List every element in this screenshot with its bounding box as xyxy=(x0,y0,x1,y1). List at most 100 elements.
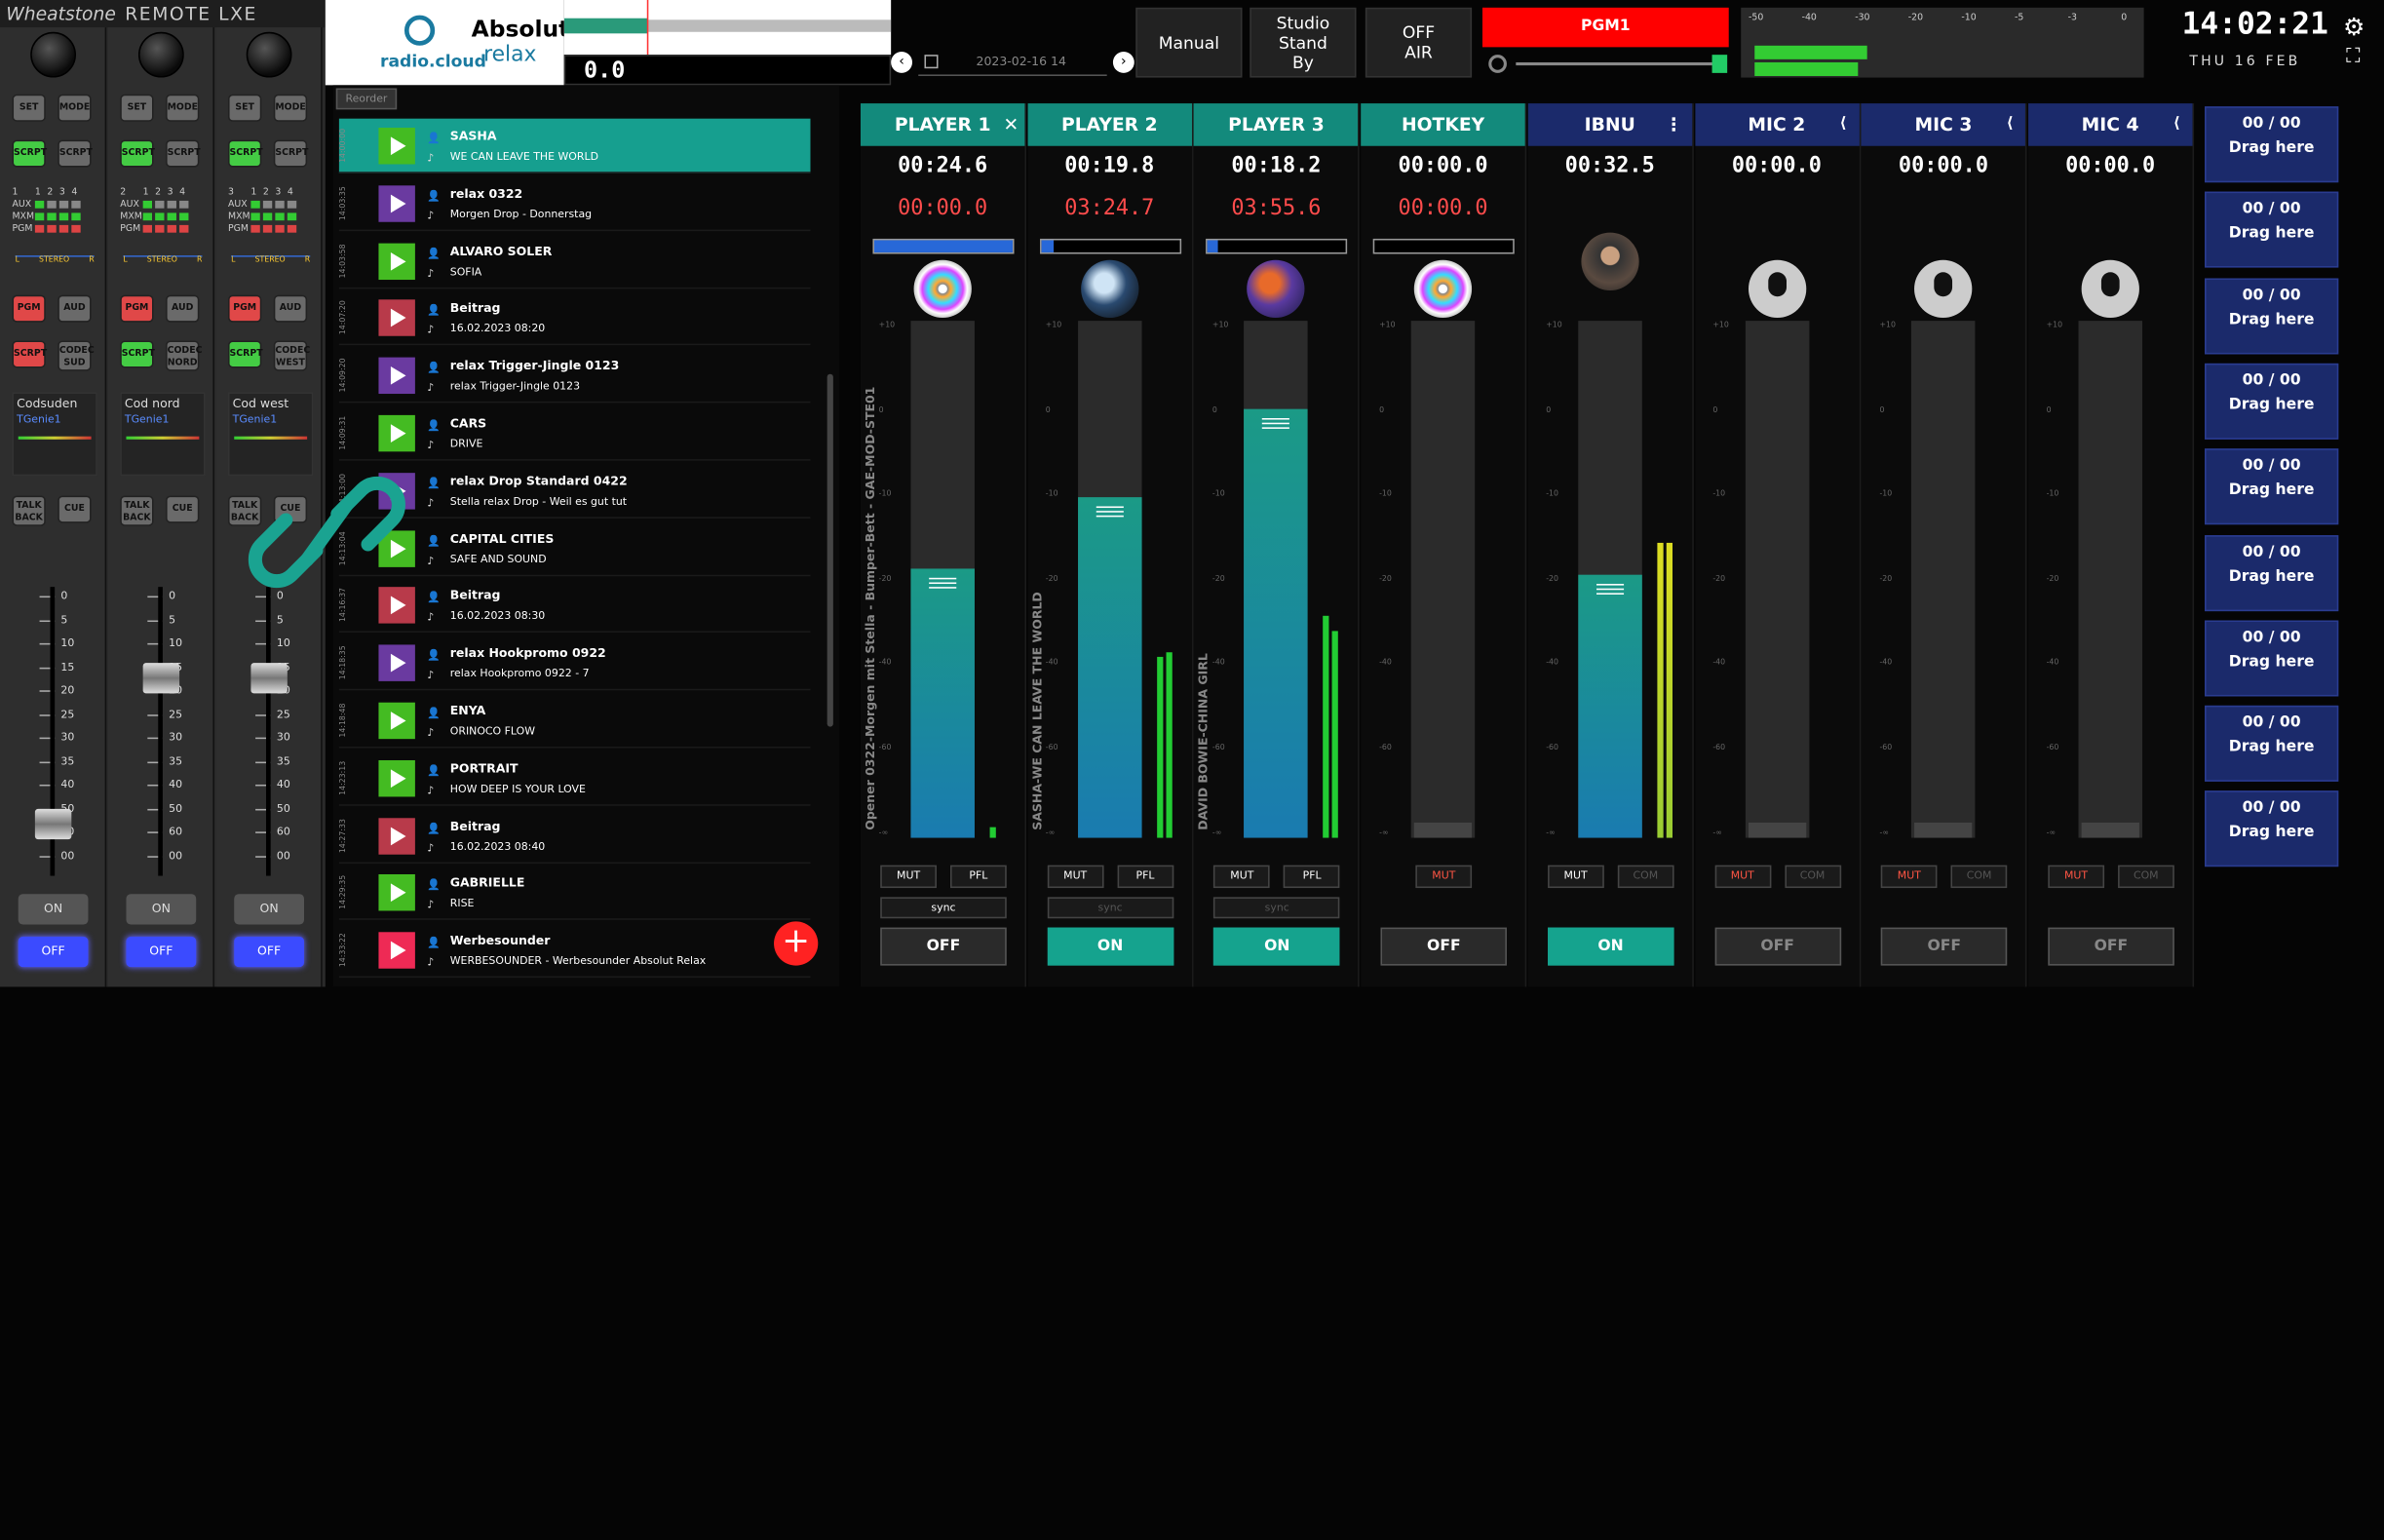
off-button[interactable]: OFF xyxy=(18,936,89,968)
on-off-button[interactable]: OFF xyxy=(2048,927,2174,966)
codec-button[interactable]: CODEC WEST xyxy=(273,340,310,371)
route-toggle[interactable] xyxy=(142,212,152,220)
playlist-item[interactable]: 14:23:13 👤 ♪ PORTRAIT HOW DEEP IS YOUR LOVE xyxy=(338,751,811,806)
player-header[interactable]: HOTKEY xyxy=(1361,103,1525,146)
playlist-scrollbar[interactable] xyxy=(827,373,833,727)
source-display[interactable]: Codsuden TGenie1 xyxy=(12,392,97,477)
route-toggle[interactable] xyxy=(179,200,189,208)
mute-button[interactable]: MUT xyxy=(1881,865,1938,889)
player-header[interactable]: PLAYER 1 ✕ xyxy=(860,103,1025,146)
off-button[interactable]: OFF xyxy=(234,936,304,968)
route-toggle[interactable] xyxy=(58,224,69,232)
fader-handle[interactable] xyxy=(1748,822,1806,838)
set-button[interactable]: SET xyxy=(227,94,262,122)
route-toggle[interactable] xyxy=(262,224,273,232)
gain-knob[interactable] xyxy=(30,31,77,78)
mute-button[interactable]: MUT xyxy=(1415,865,1473,889)
route-toggle[interactable] xyxy=(58,212,69,220)
cue-button[interactable]: CUE xyxy=(166,495,200,523)
reset-icon[interactable] xyxy=(1488,55,1507,73)
play-icon[interactable] xyxy=(378,299,415,337)
script-button[interactable]: SCRPT xyxy=(120,340,155,368)
route-toggle[interactable] xyxy=(142,224,152,232)
mute-button[interactable]: MUT xyxy=(1047,865,1104,889)
route-toggle[interactable] xyxy=(287,224,297,232)
playlist-item[interactable]: 14:07:20 👤 ♪ Beitrag 16.02.2023 08:20 xyxy=(338,291,811,346)
on-off-button[interactable]: OFF xyxy=(1380,927,1508,966)
play-icon[interactable] xyxy=(378,587,415,625)
share-icon[interactable]: ⟨ xyxy=(1839,115,1847,133)
route-toggle[interactable] xyxy=(47,200,57,208)
playlist-item[interactable]: 14:18:48 👤 ♪ ENYA ORINOCO FLOW xyxy=(338,693,811,749)
on-off-button[interactable]: OFF xyxy=(1713,927,1841,966)
route-toggle[interactable] xyxy=(142,200,152,208)
play-icon[interactable] xyxy=(378,128,415,165)
pgm-button[interactable]: PGM xyxy=(120,294,154,323)
route-toggle[interactable] xyxy=(71,200,81,208)
play-icon[interactable] xyxy=(378,414,415,452)
on-off-button[interactable]: OFF xyxy=(880,927,1007,966)
playlist-item[interactable]: 14:00:00 👤 ♪ SASHA WE CAN LEAVE THE WORLD xyxy=(338,118,811,173)
pfl-button[interactable]: PFL xyxy=(1284,865,1340,889)
route-toggle[interactable] xyxy=(179,224,189,232)
waveform-display[interactable] xyxy=(563,0,892,56)
mute-button[interactable]: MUT xyxy=(1213,865,1271,889)
script-button[interactable]: SCRPT xyxy=(166,139,201,168)
aud-button[interactable]: AUD xyxy=(58,294,92,323)
gain-knob[interactable] xyxy=(137,31,184,78)
mode-button[interactable]: MODE xyxy=(58,94,92,122)
sync-button[interactable]: sync xyxy=(1213,897,1340,919)
script-button[interactable]: SCRPT xyxy=(12,340,47,368)
pgm-button[interactable]: PGM xyxy=(227,294,262,323)
playlist-item[interactable]: 14:09:31 👤 ♪ CARS DRIVE xyxy=(338,406,811,461)
codec-button[interactable]: CODEC SUD xyxy=(58,340,95,371)
route-toggle[interactable] xyxy=(47,224,57,232)
fader-handle[interactable] xyxy=(1914,822,1973,838)
mode-button[interactable]: MODE xyxy=(273,94,308,122)
com-button[interactable]: COM xyxy=(2117,865,2174,889)
drag-slot[interactable]: 00 / 00 Drag here xyxy=(2205,705,2339,782)
player-header[interactable]: PLAYER 3 xyxy=(1194,103,1359,146)
route-toggle[interactable] xyxy=(71,224,81,232)
source-display[interactable]: Cod nord TGenie1 xyxy=(120,392,206,477)
aud-button[interactable]: AUD xyxy=(166,294,200,323)
player-header[interactable]: MIC 3 ⟨ xyxy=(1861,103,2026,146)
route-toggle[interactable] xyxy=(287,212,297,220)
reorder-button[interactable]: Reorder xyxy=(335,88,398,110)
route-toggle[interactable] xyxy=(58,200,69,208)
play-icon[interactable] xyxy=(378,644,415,682)
route-toggle[interactable] xyxy=(34,200,45,208)
play-icon[interactable] xyxy=(378,185,415,222)
route-toggle[interactable] xyxy=(155,212,165,220)
route-toggle[interactable] xyxy=(262,212,273,220)
play-icon[interactable] xyxy=(378,874,415,912)
sync-button[interactable]: sync xyxy=(880,897,1007,919)
sync-button[interactable]: sync xyxy=(1047,897,1173,919)
route-toggle[interactable] xyxy=(71,212,81,220)
route-toggle[interactable] xyxy=(167,212,176,220)
play-icon[interactable] xyxy=(378,932,415,970)
talkback-button[interactable]: TALK BACK xyxy=(12,495,46,526)
set-button[interactable]: SET xyxy=(12,94,46,122)
route-toggle[interactable] xyxy=(287,200,297,208)
script-button[interactable]: SCRPT xyxy=(12,139,47,168)
mute-button[interactable]: MUT xyxy=(880,865,937,889)
codec-button[interactable]: CODEC NORD xyxy=(166,340,202,371)
script-button[interactable]: SCRPT xyxy=(227,139,263,168)
chevron-left-icon[interactable]: ‹ xyxy=(891,52,912,73)
on-off-button[interactable]: OFF xyxy=(1881,927,2008,966)
route-toggle[interactable] xyxy=(250,224,260,232)
mute-button[interactable]: MUT xyxy=(2048,865,2104,889)
route-toggle[interactable] xyxy=(167,200,176,208)
route-toggle[interactable] xyxy=(179,212,189,220)
on-off-button[interactable]: ON xyxy=(1047,927,1173,966)
on-button[interactable]: ON xyxy=(234,894,304,925)
playlist-item[interactable]: 14:13:04 👤 ♪ CAPITAL CITIES SAFE AND SOUND xyxy=(338,520,811,576)
play-icon[interactable] xyxy=(378,242,415,280)
drag-slot[interactable]: 00 / 00 Drag here xyxy=(2205,192,2339,269)
more-icon[interactable]: ⋮ xyxy=(1664,113,1683,135)
close-icon[interactable]: ✕ xyxy=(1003,113,1019,135)
share-icon[interactable]: ⟨ xyxy=(2173,115,2180,133)
route-toggle[interactable] xyxy=(275,200,285,208)
fader-handle[interactable] xyxy=(2081,822,2139,838)
